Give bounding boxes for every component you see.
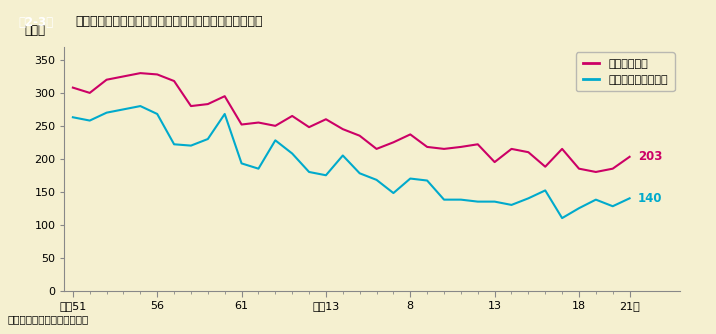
Text: 203: 203	[638, 150, 662, 163]
Text: 船舶からの海中転落者数及び死者・行方不明者数の推移: 船舶からの海中転落者数及び死者・行方不明者数の推移	[75, 15, 263, 28]
Text: 第2-3図: 第2-3図	[19, 16, 54, 29]
Legend: 海中転落者数, 死者・行方不明者数: 海中転落者数, 死者・行方不明者数	[576, 52, 674, 91]
Text: 140: 140	[638, 192, 662, 205]
Text: （人）: （人）	[24, 24, 45, 37]
Text: 注　海上保安庁資料による。: 注 海上保安庁資料による。	[7, 314, 88, 324]
